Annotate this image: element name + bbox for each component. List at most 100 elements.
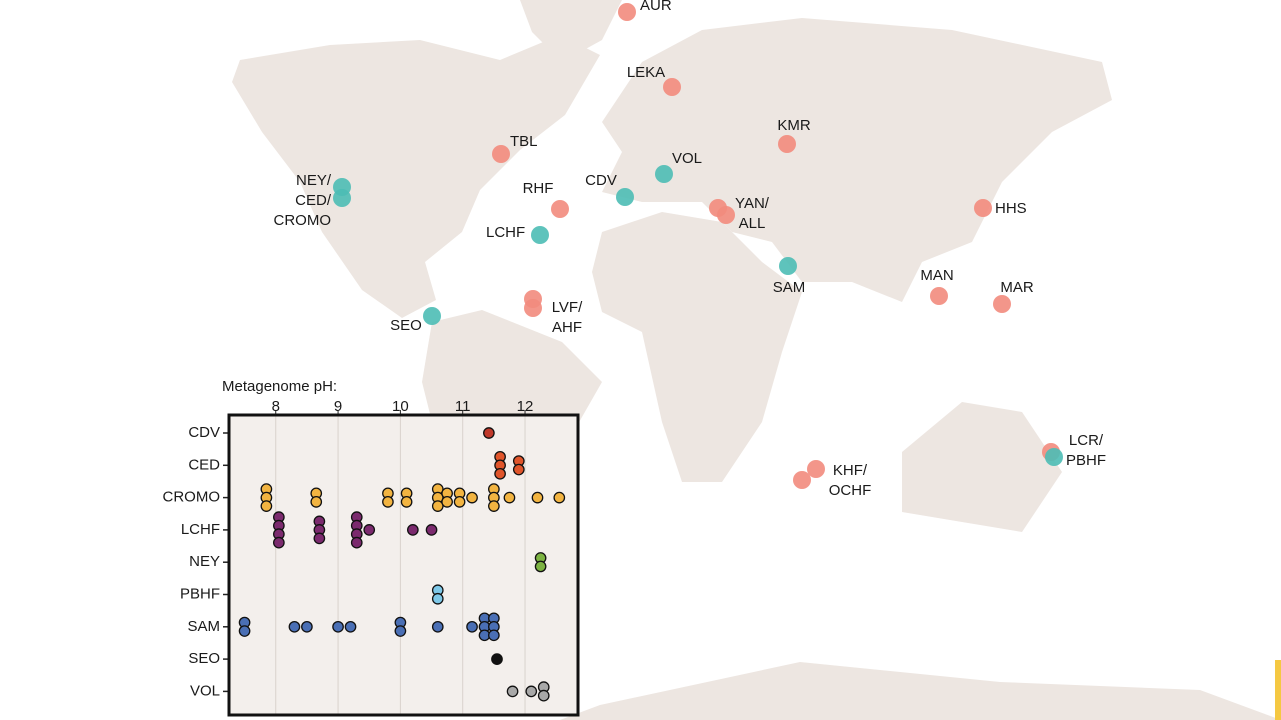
ph-dot bbox=[441, 495, 453, 508]
y-tick-label: LCHF bbox=[181, 521, 220, 538]
site-dot bbox=[717, 206, 735, 224]
y-tick-label: CROMO bbox=[163, 489, 221, 506]
x-tick-label: 9 bbox=[334, 398, 342, 415]
site-label: NEY/ bbox=[296, 172, 332, 189]
ph-dot bbox=[260, 500, 273, 512]
y-tick-label: SAM bbox=[187, 618, 220, 635]
site-label: RHF bbox=[523, 180, 554, 197]
site-label: PBHF bbox=[1066, 452, 1106, 469]
site-label: YAN/ bbox=[735, 195, 770, 212]
site-label: LCHF bbox=[486, 224, 525, 241]
ph-dot bbox=[382, 495, 394, 508]
ph-dot bbox=[238, 625, 251, 637]
ph-dot bbox=[400, 495, 413, 508]
ph-dot bbox=[332, 620, 344, 633]
site-label: KMR bbox=[777, 117, 811, 134]
inset-background bbox=[229, 415, 578, 715]
site-dot bbox=[930, 287, 948, 305]
y-tick-label: VOL bbox=[190, 682, 220, 699]
site-label: TBL bbox=[510, 133, 538, 150]
site-dot bbox=[793, 471, 811, 489]
ph-dot bbox=[503, 491, 516, 504]
ph-inset-chart: Metagenome pH: 8 9 10 11 12 CDV CED CROMO LCHF NE… bbox=[163, 378, 580, 717]
ph-dot bbox=[491, 653, 503, 665]
site-label: SAM bbox=[773, 279, 806, 296]
site-label: AUR bbox=[640, 0, 672, 14]
edge-bar bbox=[1275, 660, 1281, 720]
x-tick-label: 11 bbox=[455, 398, 471, 415]
ph-dot bbox=[301, 620, 313, 633]
ph-dot bbox=[313, 532, 326, 545]
ph-dot bbox=[350, 536, 363, 549]
north-america bbox=[232, 35, 600, 318]
site-dot bbox=[333, 189, 351, 207]
site-label: VOL bbox=[672, 150, 702, 167]
site-dot bbox=[551, 200, 569, 218]
x-tick-label: 12 bbox=[517, 398, 534, 415]
ph-dot bbox=[531, 491, 544, 504]
ph-dot bbox=[310, 495, 323, 508]
ph-dot bbox=[494, 467, 506, 480]
site-dot bbox=[423, 307, 441, 325]
ph-dot bbox=[488, 500, 500, 512]
ph-dot bbox=[512, 463, 525, 476]
site-dot bbox=[1045, 448, 1063, 466]
site-dot bbox=[492, 145, 510, 163]
ph-dot bbox=[525, 685, 538, 698]
site-dot bbox=[993, 295, 1011, 313]
ph-dot bbox=[363, 524, 376, 536]
ph-dot bbox=[553, 491, 566, 504]
ph-dot bbox=[273, 536, 285, 549]
site-dot bbox=[778, 135, 796, 153]
site-dot bbox=[618, 3, 636, 21]
site-dot bbox=[974, 199, 992, 217]
site-dot bbox=[531, 226, 549, 244]
site-label: CED/ bbox=[295, 192, 332, 209]
site-dot bbox=[779, 257, 797, 275]
ph-dot bbox=[466, 491, 478, 504]
antarctica bbox=[560, 662, 1281, 720]
site-dot bbox=[807, 460, 825, 478]
ph-dot bbox=[394, 625, 407, 637]
ph-dot bbox=[425, 524, 438, 536]
ph-dot bbox=[466, 620, 478, 633]
eurasia bbox=[602, 18, 1112, 302]
site-label: CDV bbox=[585, 172, 617, 189]
y-tick-label: NEY bbox=[189, 553, 220, 570]
site-label: SEO bbox=[390, 317, 422, 334]
site-dot bbox=[524, 299, 542, 317]
ph-dot bbox=[537, 689, 550, 702]
ph-dot bbox=[506, 685, 519, 698]
site-markers: AUR LEKA TBL KMR NEY/CED/CROMO RHF CDV VOL YAN/A… bbox=[274, 0, 1107, 499]
site-label: MAN bbox=[920, 267, 953, 284]
x-tick-label: 10 bbox=[392, 398, 409, 415]
inset-border bbox=[227, 413, 580, 717]
site-label: ALL bbox=[739, 215, 766, 232]
site-label: KHF/ bbox=[833, 462, 868, 479]
y-tick-label: PBHF bbox=[180, 585, 220, 602]
ph-dot bbox=[488, 629, 500, 642]
ph-dot bbox=[431, 620, 444, 633]
y-tick-label: SEO bbox=[188, 650, 220, 667]
ph-dot bbox=[453, 495, 466, 508]
ph-dot bbox=[288, 620, 301, 633]
australia bbox=[902, 402, 1062, 532]
ph-dot bbox=[534, 560, 547, 573]
africa bbox=[592, 212, 802, 482]
greenland bbox=[520, 0, 622, 62]
site-label: CROMO bbox=[274, 212, 332, 229]
ph-dot bbox=[431, 500, 444, 512]
y-tick-label: CED bbox=[188, 456, 220, 473]
site-label: MAR bbox=[1000, 279, 1034, 296]
site-dot bbox=[655, 165, 673, 183]
site-label: AHF bbox=[552, 319, 582, 336]
site-label: HHS bbox=[995, 200, 1027, 217]
site-dot bbox=[663, 78, 681, 96]
ph-dot bbox=[406, 524, 419, 536]
ph-dot bbox=[483, 427, 495, 439]
site-label: LVF/ bbox=[552, 299, 583, 316]
inset-title: Metagenome pH: bbox=[222, 378, 337, 395]
ph-dot bbox=[344, 620, 357, 633]
site-label: LEKA bbox=[627, 64, 665, 81]
